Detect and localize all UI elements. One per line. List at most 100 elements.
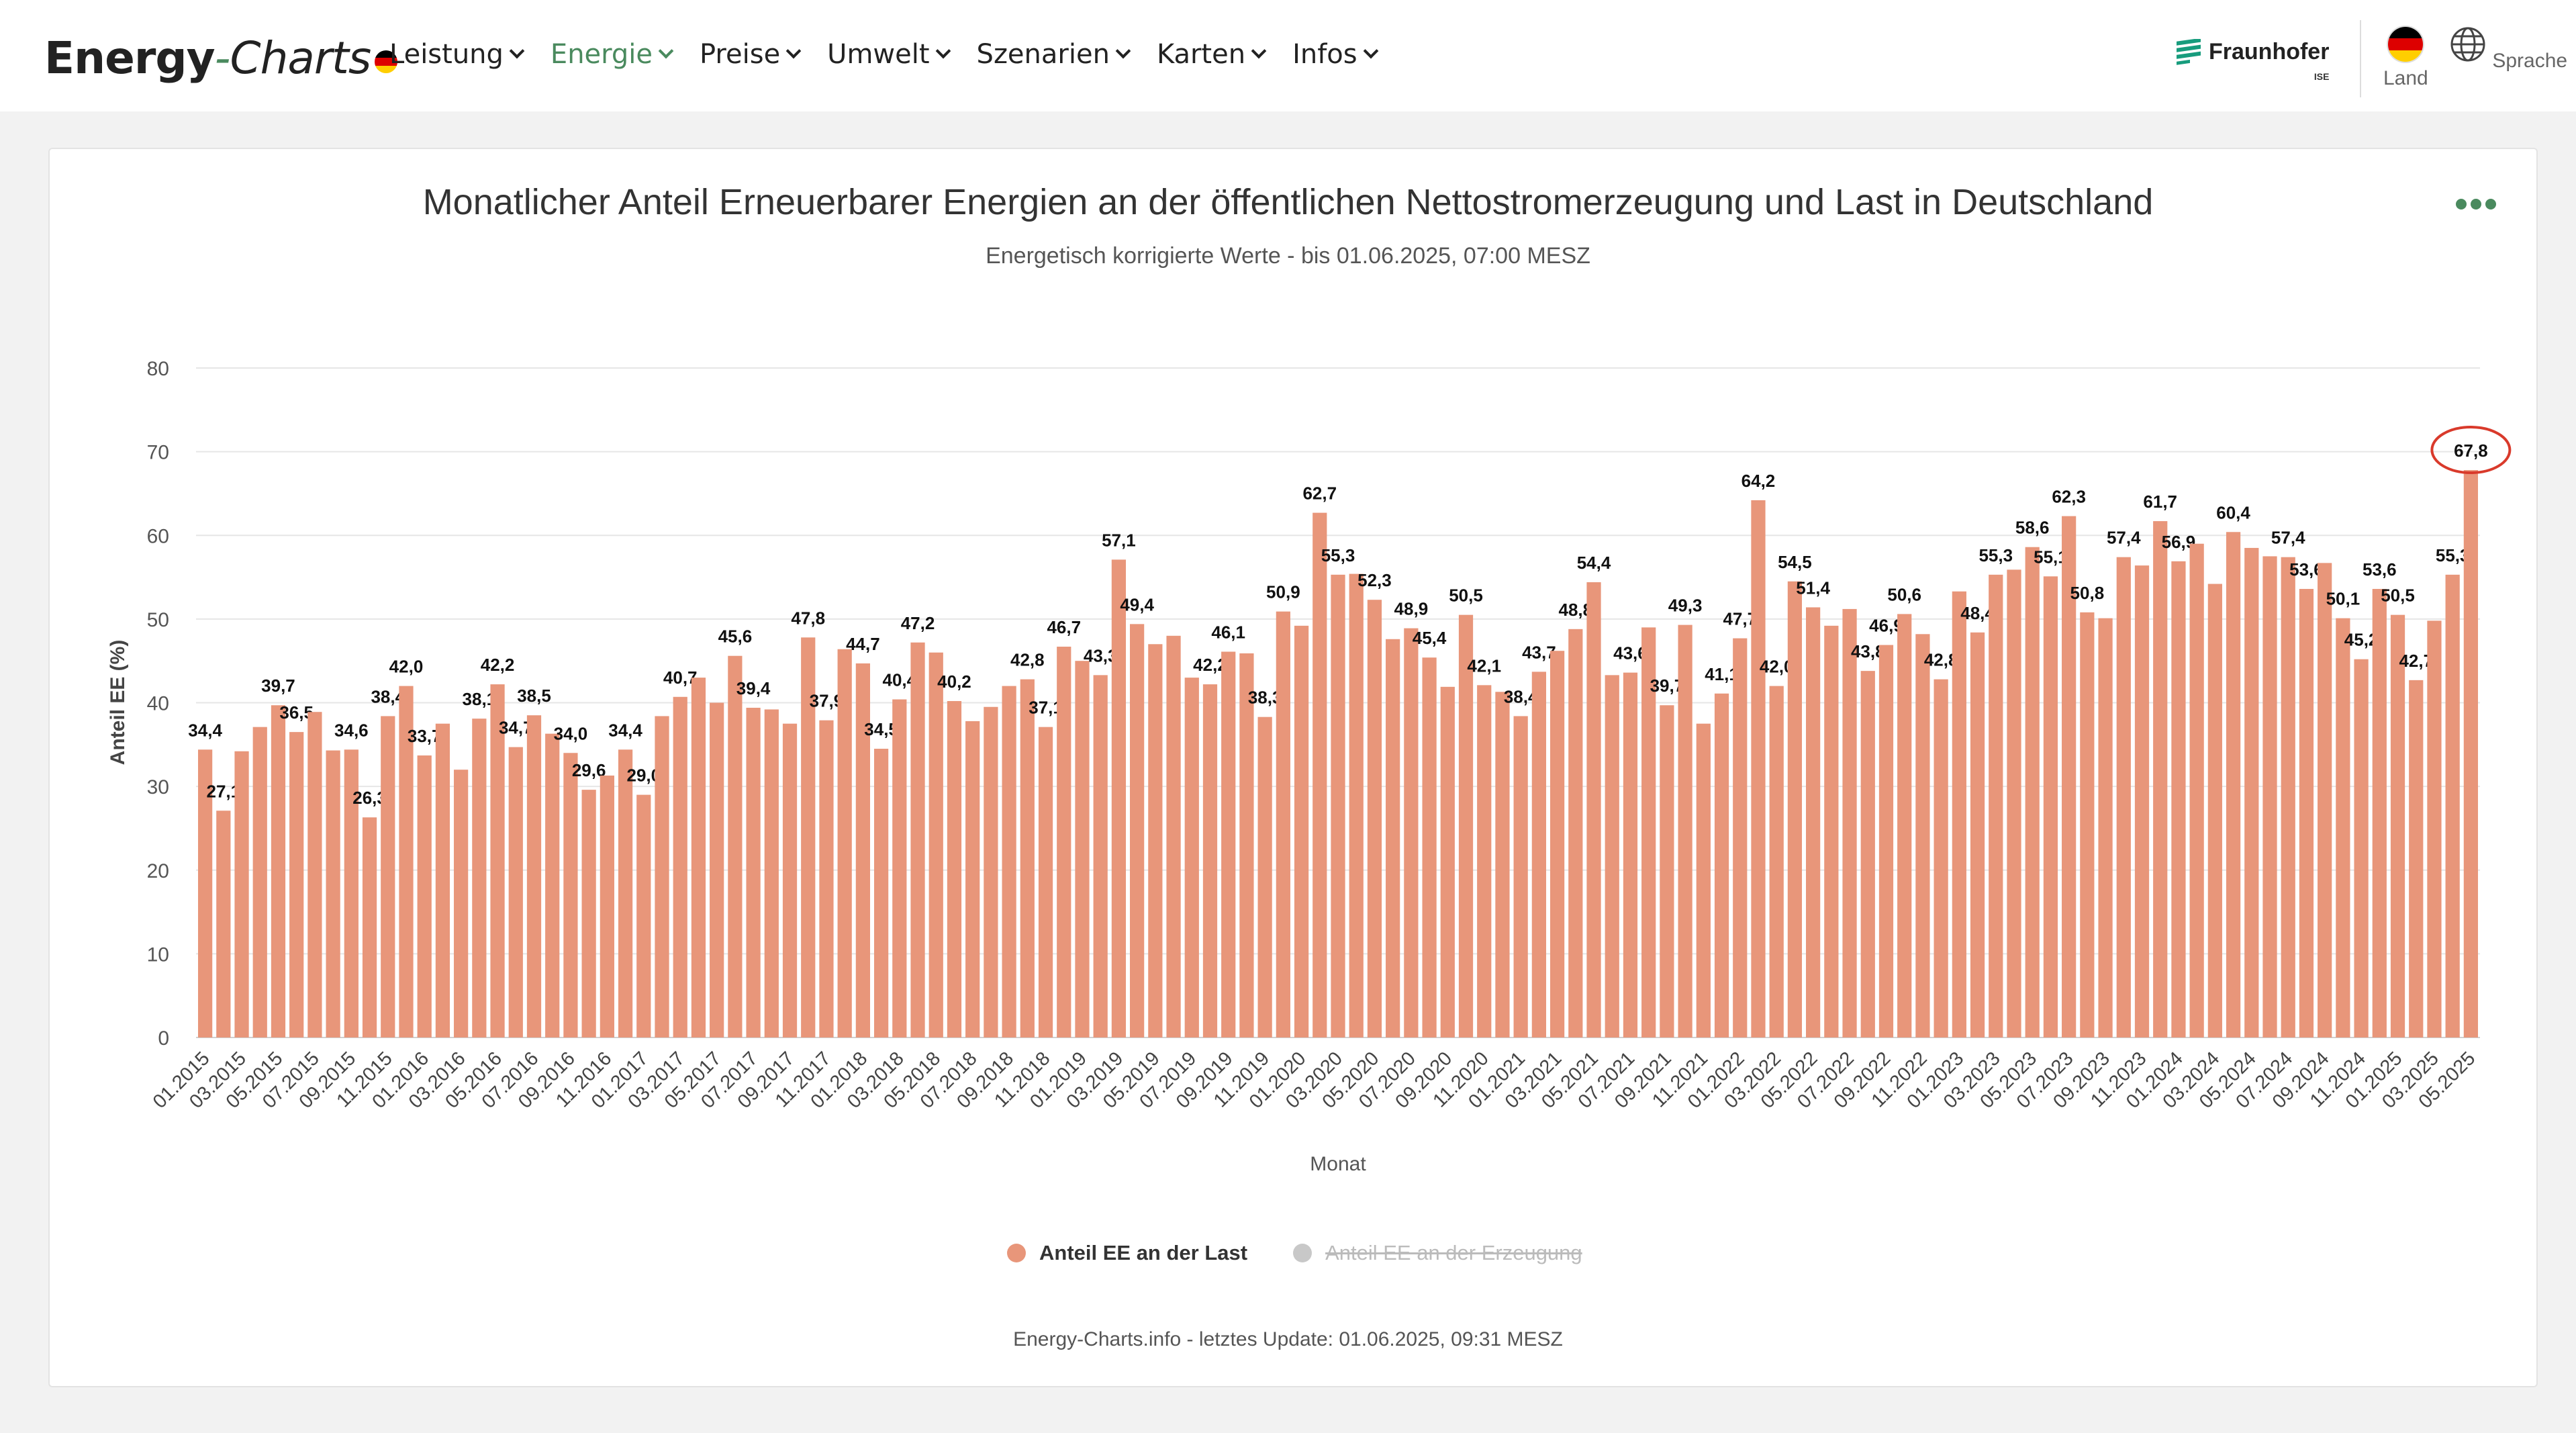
data-label: 34,6 xyxy=(334,720,369,740)
bar xyxy=(2354,659,2369,1037)
data-label: 60,4 xyxy=(2216,502,2250,522)
bar xyxy=(1696,723,1711,1037)
legend-item-last[interactable]: Anteil EE an der Last xyxy=(1007,1241,1247,1265)
bar xyxy=(417,755,432,1037)
main-nav: Leistung Energie Preise Umwelt Szenarien Kart… xyxy=(389,39,1404,70)
top-navigation-bar: Energy-Charts Leistung Energie Preise Umwel… xyxy=(0,0,2576,111)
bar xyxy=(326,750,340,1037)
language-label: Sprache xyxy=(2492,50,2568,72)
bar xyxy=(381,716,395,1037)
bar xyxy=(1075,661,1090,1037)
data-label: 61,7 xyxy=(2143,492,2177,512)
bar xyxy=(2171,561,2186,1037)
bar xyxy=(1257,716,1272,1037)
bar xyxy=(855,663,870,1037)
bar xyxy=(1989,574,2003,1037)
bar xyxy=(289,732,304,1037)
bar xyxy=(984,706,998,1037)
nav-item-label: Energie xyxy=(550,39,653,70)
nav-item-energie[interactable]: Energie xyxy=(550,39,674,70)
bar xyxy=(728,655,743,1037)
nav-item-szenarien[interactable]: Szenarien xyxy=(977,39,1131,70)
legend-swatch-last xyxy=(1007,1244,1026,1262)
bar xyxy=(271,705,286,1037)
bar xyxy=(2043,576,2058,1037)
country-label: Land xyxy=(2383,67,2428,89)
germany-flag-icon xyxy=(2387,26,2425,63)
data-label: 39,7 xyxy=(261,676,295,696)
menu-dot xyxy=(2471,199,2481,210)
bar xyxy=(2226,532,2241,1037)
brand-logo[interactable]: Energy-Charts xyxy=(44,32,398,84)
bar xyxy=(2153,521,2168,1037)
legend-item-erzeugung[interactable]: Anteil EE an der Erzeugung xyxy=(1293,1241,1582,1265)
bar xyxy=(2390,614,2405,1037)
y-tick-label: 70 xyxy=(147,442,169,464)
bar xyxy=(1878,645,1894,1037)
bar xyxy=(1239,653,1254,1037)
bar xyxy=(1897,614,1912,1037)
bar xyxy=(399,686,414,1037)
nav-item-label: Infos xyxy=(1292,39,1357,70)
data-label: 50,6 xyxy=(1887,584,1921,604)
bar xyxy=(837,649,852,1037)
nav-item-karten[interactable]: Karten xyxy=(1157,39,1267,70)
country-selector[interactable]: Land xyxy=(2383,26,2428,90)
bar xyxy=(1568,629,1583,1037)
y-axis-label: Anteil EE (%) xyxy=(107,640,129,766)
bar xyxy=(1202,684,1218,1037)
fraunhofer-logo[interactable]: Fraunhofer ISE xyxy=(2175,39,2329,82)
nav-item-leistung[interactable]: Leistung xyxy=(389,39,525,70)
bar xyxy=(801,637,816,1037)
nav-item-umwelt[interactable]: Umwelt xyxy=(827,39,951,70)
bar xyxy=(1313,512,1327,1037)
bar xyxy=(1440,686,1455,1037)
data-label: 45,6 xyxy=(718,627,753,647)
chart-menu-button[interactable] xyxy=(2456,199,2500,210)
nav-item-label: Preise xyxy=(700,39,781,70)
data-label: 50,8 xyxy=(2070,583,2105,603)
data-label: 45,4 xyxy=(1413,628,1447,648)
bar xyxy=(1641,627,1656,1037)
header-divider xyxy=(2360,20,2361,97)
data-label: 42,1 xyxy=(1467,655,1501,676)
bar xyxy=(947,701,962,1037)
bar xyxy=(2409,680,2424,1037)
fraunhofer-mark-icon xyxy=(2177,39,2201,65)
data-label: 42,8 xyxy=(1010,650,1045,670)
x-axis-label: Monat xyxy=(1310,1153,1366,1175)
data-label: 46,7 xyxy=(1047,617,1081,637)
bar xyxy=(1458,614,1474,1037)
bar xyxy=(234,751,249,1037)
bar xyxy=(1331,574,1345,1037)
bar xyxy=(1057,647,1071,1037)
bar xyxy=(1531,672,1546,1037)
data-label: 49,4 xyxy=(1120,594,1154,614)
bar xyxy=(2262,556,2277,1037)
data-label: 34,4 xyxy=(188,720,222,740)
bar xyxy=(1769,686,1784,1037)
bar xyxy=(1495,692,1510,1037)
bar xyxy=(1787,581,1803,1037)
data-label: 48,9 xyxy=(1394,599,1429,619)
brand-name-dash: - xyxy=(214,32,231,84)
bar xyxy=(581,790,596,1037)
bar xyxy=(2281,557,2295,1037)
bar xyxy=(216,811,231,1037)
bar xyxy=(710,702,724,1037)
bar xyxy=(435,723,450,1037)
bar xyxy=(1002,686,1016,1037)
data-label: 38,5 xyxy=(517,686,551,706)
data-label: 53,6 xyxy=(2363,559,2397,580)
language-selector[interactable]: Sprache xyxy=(2449,26,2567,73)
bar xyxy=(1860,671,1875,1037)
bar xyxy=(618,749,633,1037)
menu-dot xyxy=(2485,199,2496,210)
nav-item-preise[interactable]: Preise xyxy=(700,39,802,70)
bar xyxy=(1733,638,1748,1037)
nav-item-infos[interactable]: Infos xyxy=(1292,39,1378,70)
bar xyxy=(1806,607,1821,1037)
bar xyxy=(1623,672,1638,1037)
bar xyxy=(691,678,706,1037)
bar xyxy=(2116,557,2131,1037)
